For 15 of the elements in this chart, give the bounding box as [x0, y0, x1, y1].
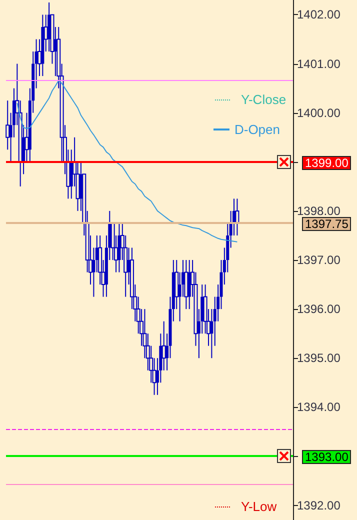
y-tick-label: 1401.00 [297, 56, 341, 71]
y-tick-label: 1395.00 [297, 351, 341, 366]
y-tick-label: 1397.00 [297, 253, 341, 267]
y-tick-label: 1400.00 [297, 106, 341, 120]
ref-line-label: 1397.75 [302, 217, 352, 232]
y-tick-label: 1398.00 [297, 204, 341, 218]
legend-label: D-Open [234, 122, 280, 137]
ref-line-label: 1393.00 [302, 450, 352, 464]
y-tick-label: 1394.00 [297, 400, 341, 414]
annotation: Y-Low [241, 499, 277, 514]
y-tick-label: 1402.00 [297, 8, 341, 22]
annotation: Y-Close [241, 92, 286, 107]
y-tick-label: 1396.00 [297, 302, 341, 316]
y-tick-label: 1392.00 [297, 498, 341, 512]
ref-line-label: 1399.00 [302, 156, 352, 170]
